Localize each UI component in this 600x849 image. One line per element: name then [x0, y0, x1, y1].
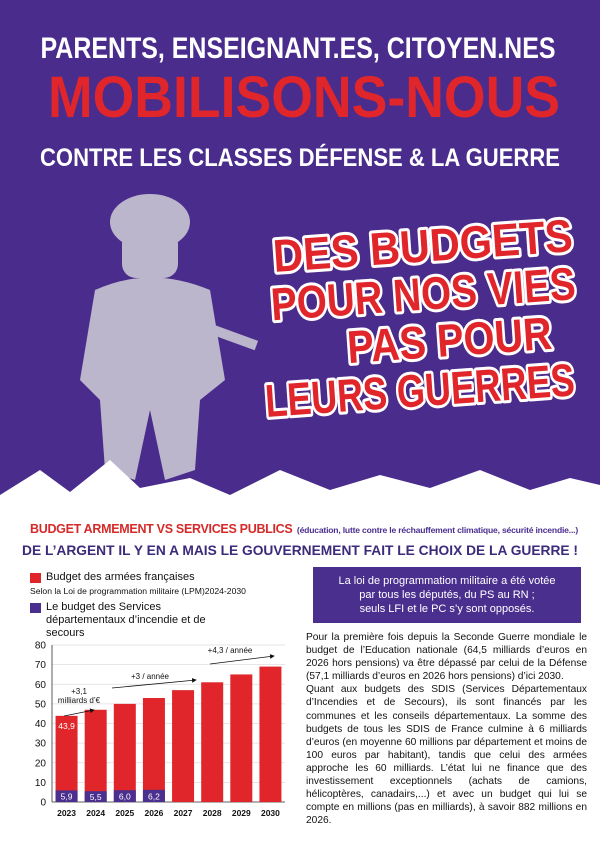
- bar: [113, 790, 136, 802]
- bar: [172, 690, 195, 802]
- bar: [142, 697, 165, 802]
- value-label: 5,9: [61, 792, 73, 802]
- bar: [55, 790, 78, 802]
- legend-swatch: [30, 573, 41, 583]
- y-tick-label: 10: [35, 778, 47, 789]
- x-tick-label: 2030: [261, 808, 280, 818]
- info-box-line: La loi de programmation militaire a été …: [338, 575, 555, 587]
- legend-entry: Budget des armées françaises: [46, 571, 195, 583]
- value-label: 5,5: [90, 792, 102, 802]
- y-tick-label: 30: [35, 739, 47, 750]
- x-tick-label: 2028: [203, 808, 222, 818]
- x-tick-label: 2025: [115, 808, 134, 818]
- annotation: +3 / année: [130, 672, 170, 681]
- info-box-line: par tous les députés, du PS au RN ;: [359, 589, 535, 601]
- x-tick-label: 2029: [232, 808, 251, 818]
- y-tick-label: 0: [40, 798, 46, 809]
- section-title-note: (éducation, lutte contre le réchauffemen…: [296, 525, 578, 535]
- section-title-text: BUDGET ARMEMENT VS SERVICES PUBLICS: [30, 522, 293, 536]
- bar: [113, 703, 136, 802]
- legend-swatch: [30, 603, 41, 613]
- paragraph: Quant aux budgets des SDIS (Services Dép…: [306, 684, 587, 827]
- header-line: PARENTS, ENSEIGNANT.ES, CITOYEN.NES: [41, 32, 556, 65]
- y-tick-label: 50: [35, 699, 47, 710]
- annotation-arrow: [111, 677, 197, 689]
- y-tick-label: 20: [35, 758, 47, 769]
- y-tick-label: 80: [35, 641, 47, 652]
- bar: [142, 789, 165, 802]
- y-tick-label: 40: [35, 719, 47, 730]
- header-headline: MOBILISONS-NOUS: [48, 65, 560, 130]
- legend-entry: Le budget des Services départementaux d’…: [46, 601, 206, 639]
- bar: [84, 791, 107, 802]
- info-box-line: seuls LFI et le PC s’y sont opposés.: [360, 603, 535, 615]
- x-tick-label: 2027: [174, 808, 193, 818]
- value-label: 43,9: [58, 721, 75, 731]
- value-label: 6,0: [119, 792, 131, 802]
- section-subtitle: DE L’ARGENT IL Y EN A MAIS LE GOUVERNEME…: [22, 542, 578, 558]
- y-tick-label: 70: [35, 660, 47, 671]
- value-label: 6,2: [148, 791, 160, 801]
- x-tick-label: 2023: [57, 808, 76, 818]
- bar: [84, 709, 107, 802]
- x-tick-label: 2024: [86, 808, 105, 818]
- info-box: [313, 567, 581, 623]
- annotation: +3,1 milliards d’€: [57, 687, 101, 705]
- annotation-arrow: [209, 654, 275, 665]
- poster-background: [0, 0, 600, 515]
- bar: [230, 674, 253, 802]
- y-tick-label: 60: [35, 680, 47, 691]
- annotation-arrow: [63, 708, 95, 717]
- bar: [201, 682, 224, 802]
- bar: [259, 666, 282, 802]
- section-title: BUDGET ARMEMENT VS SERVICES PUBLICS (édu…: [30, 520, 590, 538]
- legend-note: Selon la Loi de programmation militaire …: [30, 586, 246, 596]
- header-line: CONTRE LES CLASSES DÉFENSE & LA GUERRE: [40, 143, 560, 172]
- annotation: +4,3 / année: [207, 646, 253, 655]
- body-text: Pour la première fois depuis la Seconde …: [306, 631, 587, 827]
- bar: [55, 715, 78, 802]
- x-tick-label: 2026: [144, 808, 163, 818]
- soldier-illustration: [80, 194, 259, 480]
- paragraph: Pour la première fois depuis la Seconde …: [306, 632, 587, 683]
